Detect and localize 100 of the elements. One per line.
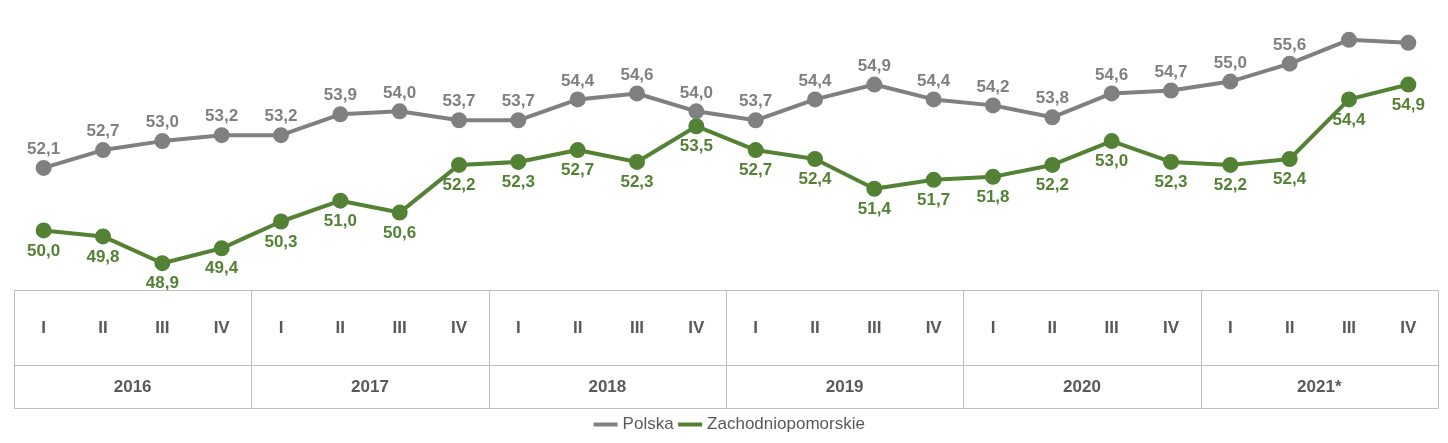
point — [866, 76, 883, 93]
point — [451, 156, 467, 173]
point — [629, 153, 645, 170]
x-tick-label: I — [990, 317, 996, 337]
x-tick-label: III — [629, 317, 645, 337]
point — [1400, 76, 1417, 93]
data-label: 53,7 — [501, 91, 535, 111]
point — [1163, 82, 1179, 99]
point — [332, 192, 349, 209]
point — [1400, 34, 1417, 51]
text: 2016 — [113, 376, 152, 396]
data-label: 52,4 — [1273, 169, 1307, 189]
point — [273, 127, 289, 144]
data-label: 53,7 — [739, 91, 773, 111]
point — [451, 112, 467, 129]
point — [510, 112, 527, 129]
text: 2018 — [588, 376, 627, 396]
data-label: 55,0 — [1213, 52, 1247, 72]
data-label: 51,0 — [323, 210, 357, 230]
point — [95, 228, 111, 245]
x-tick-label: II — [98, 317, 108, 337]
x-tick-label: II — [572, 317, 583, 337]
legend-label: Polska — [622, 414, 675, 434]
x-tick-label: I — [278, 317, 284, 337]
x-tick-label: III — [867, 317, 882, 337]
data-label: 52,7 — [86, 121, 120, 141]
data-label: 54,4 — [1332, 109, 1367, 129]
data-label: 54,9 — [857, 55, 891, 75]
x-tick-label: IV — [213, 317, 231, 337]
point — [154, 133, 171, 150]
point — [925, 91, 942, 108]
x-tick-label: III — [155, 317, 170, 337]
point — [1044, 109, 1061, 126]
data-label: 52,1 — [27, 139, 61, 159]
point — [1281, 150, 1298, 167]
point — [688, 118, 705, 135]
x-tick-label: III — [1104, 317, 1119, 337]
data-label: 53,2 — [205, 106, 239, 126]
point — [747, 112, 764, 129]
data-label: 54,9 — [1391, 94, 1425, 114]
point — [1163, 153, 1179, 170]
data-label: 52,4 — [798, 169, 833, 189]
data-label: 52,2 — [442, 175, 476, 195]
point — [1341, 91, 1357, 108]
data-label: 52,2 — [1035, 175, 1069, 195]
text: 2021* — [1297, 376, 1342, 396]
point — [213, 240, 230, 257]
data-label: 53,2 — [264, 106, 298, 126]
point — [1281, 55, 1298, 72]
x-tick-label: II — [810, 317, 820, 337]
point — [154, 255, 171, 272]
point — [35, 222, 52, 239]
text: 2019 — [825, 376, 864, 396]
point — [985, 97, 1001, 114]
data-label: 52,3 — [501, 172, 535, 192]
point — [35, 159, 52, 176]
data-label: 53,9 — [323, 85, 357, 105]
point — [1222, 73, 1239, 90]
data-label: 54,4 — [561, 70, 595, 90]
x-tick-label: IV — [1400, 317, 1418, 337]
point — [332, 106, 349, 123]
x-tick-label: IV — [450, 317, 468, 337]
point — [807, 91, 823, 108]
point — [1103, 133, 1120, 150]
data-label: 49,4 — [205, 258, 239, 278]
point — [95, 142, 111, 159]
point — [807, 150, 823, 167]
data-label: 54,7 — [1154, 61, 1188, 81]
data-label: 54,6 — [620, 64, 654, 84]
x-tick-label: I — [515, 317, 521, 337]
point — [985, 168, 1001, 185]
point — [391, 204, 408, 221]
text: 2017 — [351, 376, 389, 396]
data-label: 50,3 — [264, 231, 298, 251]
point — [213, 127, 230, 144]
x-tick-label: I — [753, 317, 759, 337]
x-tick-label: I — [41, 317, 47, 337]
point — [866, 180, 883, 197]
data-label: 54,4 — [917, 70, 951, 90]
point — [925, 171, 942, 188]
data-label: 54,0 — [383, 82, 417, 102]
x-tick-label: IV — [688, 317, 706, 337]
data-label: 53,0 — [145, 112, 179, 132]
data-label: 50,0 — [27, 240, 61, 260]
point — [569, 91, 586, 108]
data-label: 51,8 — [976, 187, 1010, 207]
legend-label: Zachodniopomorskie — [707, 414, 865, 434]
data-label: 53,8 — [1035, 88, 1069, 108]
data-label: 50,6 — [383, 222, 417, 242]
data-label: 53,7 — [442, 91, 476, 111]
x-tick-label: II — [335, 317, 346, 337]
x-tick-label: IV — [925, 317, 943, 337]
data-label: 48,9 — [145, 273, 179, 293]
data-label: 52,3 — [620, 172, 654, 192]
x-tick-label: IV — [1162, 317, 1180, 337]
point — [1103, 85, 1120, 102]
data-label: 54,4 — [798, 70, 833, 90]
point — [569, 142, 586, 159]
data-label: 52,2 — [1213, 175, 1247, 195]
data-label: 52,7 — [561, 160, 595, 180]
